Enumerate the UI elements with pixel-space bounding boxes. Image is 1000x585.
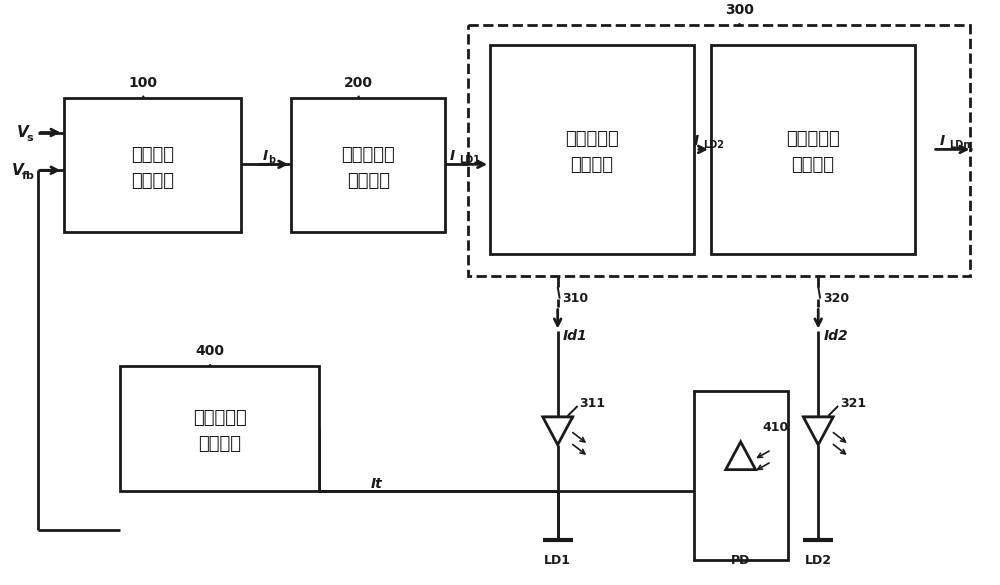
Text: PD: PD [731, 554, 750, 567]
Text: 驱动电路: 驱动电路 [570, 156, 613, 174]
Text: I: I [940, 135, 945, 149]
Text: Id1: Id1 [563, 329, 587, 343]
Text: fb: fb [22, 171, 35, 181]
Text: 310: 310 [563, 292, 589, 305]
Text: LD1: LD1 [544, 554, 571, 567]
Text: s: s [27, 133, 33, 143]
Text: 激光二极管: 激光二极管 [341, 146, 395, 164]
Polygon shape [803, 417, 833, 445]
Text: 320: 320 [823, 292, 849, 305]
Text: LD2: LD2 [805, 554, 832, 567]
Text: 100: 100 [128, 75, 157, 90]
Polygon shape [490, 45, 694, 254]
Polygon shape [711, 45, 915, 254]
Text: 200: 200 [344, 75, 373, 90]
Text: 光功率检测: 光功率检测 [193, 410, 246, 428]
Text: I: I [263, 149, 268, 163]
Polygon shape [64, 98, 241, 232]
Text: LDn: LDn [950, 140, 971, 150]
Text: 激光二极管: 激光二极管 [565, 130, 619, 149]
Polygon shape [726, 442, 756, 470]
Text: I: I [450, 149, 455, 163]
Text: V: V [12, 163, 23, 178]
Text: 控制电路: 控制电路 [131, 172, 174, 190]
Polygon shape [291, 98, 445, 232]
Text: I: I [693, 135, 698, 149]
Polygon shape [120, 366, 319, 491]
Text: 控制电路: 控制电路 [347, 172, 390, 190]
Text: 放大电路: 放大电路 [198, 435, 241, 453]
Text: LD2: LD2 [703, 140, 724, 150]
Text: 300: 300 [725, 3, 754, 17]
Polygon shape [468, 25, 970, 276]
Text: 激光二极管: 激光二极管 [786, 130, 840, 149]
Polygon shape [694, 391, 788, 560]
Text: 电压增益: 电压增益 [131, 146, 174, 164]
Text: 311: 311 [580, 397, 606, 410]
Text: Id2: Id2 [823, 329, 848, 343]
Text: LD1: LD1 [459, 156, 480, 166]
Text: V: V [17, 125, 28, 140]
Text: 400: 400 [195, 344, 224, 358]
Text: 驱动电路: 驱动电路 [791, 156, 834, 174]
Text: b: b [268, 156, 275, 166]
Text: 410: 410 [763, 421, 789, 435]
Text: 321: 321 [840, 397, 866, 410]
Text: It: It [371, 477, 382, 491]
Polygon shape [543, 417, 573, 445]
